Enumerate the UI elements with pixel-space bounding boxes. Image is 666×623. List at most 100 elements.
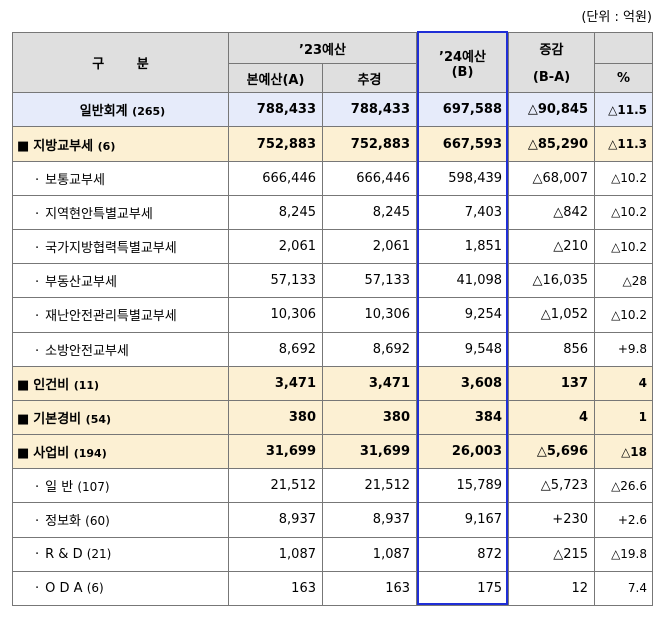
cell-percent: △28 xyxy=(594,263,654,299)
item-name: 국가지방협력특별교부세 xyxy=(45,241,177,257)
cell-2024-budget: 175 xyxy=(416,570,510,607)
row-item: · 지역현안특별교부세 8,245 8,245 7,403 △842 △10.2 xyxy=(12,194,654,231)
cell-2024-budget: 7,403 xyxy=(416,194,510,231)
cell-percent: △10.2 xyxy=(594,297,654,333)
cell-change: △1,052 xyxy=(508,297,596,333)
cell-change: △68,007 xyxy=(508,160,596,196)
header-y24: ’24예산 (B) xyxy=(416,31,510,94)
cell-supplementary: 3,471 xyxy=(321,365,418,401)
cell-change: △16,035 xyxy=(508,263,596,299)
cell-percent: △11.5 xyxy=(594,92,654,128)
cell-main-budget: 31,699 xyxy=(228,434,323,470)
cell-main-budget: 8,937 xyxy=(228,502,323,538)
item-label: · R & D (21) xyxy=(12,536,229,572)
dot-bullet-icon: · xyxy=(35,343,40,359)
cell-change: 12 xyxy=(508,570,596,607)
cell-change: △85,290 xyxy=(508,126,596,162)
item-name: 부동산교부세 xyxy=(45,275,117,291)
cell-main-budget: 788,433 xyxy=(228,92,323,128)
cell-supplementary: 752,883 xyxy=(321,126,418,162)
cell-2024-budget: 667,593 xyxy=(416,126,510,162)
cell-change: 856 xyxy=(508,331,596,367)
cell-2024-budget: 9,167 xyxy=(416,502,510,538)
row-item: · O D A (6) 163 163 175 12 7.4 xyxy=(12,570,654,607)
cell-percent: 7.4 xyxy=(594,570,654,607)
dot-bullet-icon: · xyxy=(35,480,40,496)
cell-2024-budget: 15,789 xyxy=(416,468,510,504)
cell-change: △210 xyxy=(508,228,596,265)
row-item: · 정보화 (60) 8,937 8,937 9,167 +230 +2.6 xyxy=(12,502,654,538)
cell-supplementary: 788,433 xyxy=(321,92,418,128)
square-bullet-icon: ■ xyxy=(17,446,30,462)
item-name: R & D xyxy=(45,546,83,562)
item-name: 재난안전관리특별교부세 xyxy=(45,309,177,325)
item-label: · O D A (6) xyxy=(12,570,229,607)
cell-2024-budget: 26,003 xyxy=(416,434,510,470)
cell-percent: 1 xyxy=(594,399,654,436)
category-label: ■ 지방교부세 (6) xyxy=(12,126,229,162)
item-label: · 정보화 (60) xyxy=(12,502,229,538)
cell-supplementary: 1,087 xyxy=(321,536,418,572)
row-total: 일반회계 (265) 788,433 788,433 697,588 △90,845 △1… xyxy=(12,92,654,128)
category-label: ■ 인건비 (11) xyxy=(12,365,229,401)
cell-2024-budget: 9,254 xyxy=(416,297,510,333)
cell-change: △215 xyxy=(508,536,596,572)
category-name: 사업비 xyxy=(33,446,70,462)
item-count: (6) xyxy=(86,580,104,595)
cell-percent: +2.6 xyxy=(594,502,654,538)
cell-percent: 4 xyxy=(594,365,654,401)
row-category: ■ 인건비 (11) 3,471 3,471 3,608 137 4 xyxy=(12,365,654,401)
cell-percent: +9.8 xyxy=(594,331,654,367)
cell-main-budget: 1,087 xyxy=(228,536,323,572)
dot-bullet-icon: · xyxy=(35,275,40,291)
budget-table: 구 분 ’23예산 ’24예산 (B) 증감 본예산(A) 추경 (B-A) % … xyxy=(12,31,654,607)
row-category: ■ 지방교부세 (6) 752,883 752,883 667,593 △85,290 △1… xyxy=(12,126,654,162)
item-name: O D A xyxy=(45,580,83,596)
cell-percent: △10.2 xyxy=(594,194,654,231)
cell-main-budget: 10,306 xyxy=(228,297,323,333)
cell-supplementary: 10,306 xyxy=(321,297,418,333)
cell-supplementary: 8,937 xyxy=(321,502,418,538)
unit-note: (단위 : 억원) xyxy=(581,10,652,25)
cell-2024-budget: 598,439 xyxy=(416,160,510,196)
cell-percent: △10.2 xyxy=(594,228,654,265)
cell-main-budget: 380 xyxy=(228,399,323,436)
item-name: 소방안전교부세 xyxy=(45,343,129,359)
cell-2024-budget: 41,098 xyxy=(416,263,510,299)
dot-bullet-icon: · xyxy=(35,514,40,530)
row-item: · 국가지방협력특별교부세 2,061 2,061 1,851 △210 △10.2 xyxy=(12,228,654,265)
cell-change: 4 xyxy=(508,399,596,436)
dot-bullet-icon: · xyxy=(35,546,40,562)
cell-supplementary: 57,133 xyxy=(321,263,418,299)
cell-supplementary: 666,446 xyxy=(321,160,418,196)
cell-main-budget: 8,245 xyxy=(228,194,323,231)
square-bullet-icon: ■ xyxy=(17,138,30,154)
total-label: 일반회계 (265) xyxy=(12,92,229,128)
item-name: 지역현안특별교부세 xyxy=(45,206,153,222)
dot-bullet-icon: · xyxy=(35,580,40,596)
dot-bullet-icon: · xyxy=(35,172,40,188)
cell-2024-budget: 3,608 xyxy=(416,365,510,401)
cell-main-budget: 163 xyxy=(228,570,323,607)
item-name: 정보화 xyxy=(45,514,82,530)
category-name: 인건비 xyxy=(33,377,70,393)
dot-bullet-icon: · xyxy=(35,309,40,325)
header-change: 증감 xyxy=(508,31,596,64)
cell-supplementary: 8,245 xyxy=(321,194,418,231)
row-item: · 부동산교부세 57,133 57,133 41,098 △16,035 △28 xyxy=(12,263,654,299)
item-name: 일 반 xyxy=(45,480,74,496)
cell-supplementary: 8,692 xyxy=(321,331,418,367)
cell-change: △5,723 xyxy=(508,468,596,504)
category-label: ■ 사업비 (194) xyxy=(12,434,229,470)
category-count: (11) xyxy=(73,378,100,392)
item-name: 보통교부세 xyxy=(45,172,105,188)
cell-supplementary: 2,061 xyxy=(321,228,418,265)
cell-percent: △18 xyxy=(594,434,654,470)
category-label: ■ 기본경비 (54) xyxy=(12,399,229,436)
item-count: (107) xyxy=(77,480,110,495)
cell-2024-budget: 872 xyxy=(416,536,510,572)
header-category: 구 분 xyxy=(12,31,229,94)
row-item: · R & D (21) 1,087 1,087 872 △215 △19.8 xyxy=(12,536,654,572)
cell-supplementary: 21,512 xyxy=(321,468,418,504)
item-label: · 보통교부세 xyxy=(12,160,229,196)
